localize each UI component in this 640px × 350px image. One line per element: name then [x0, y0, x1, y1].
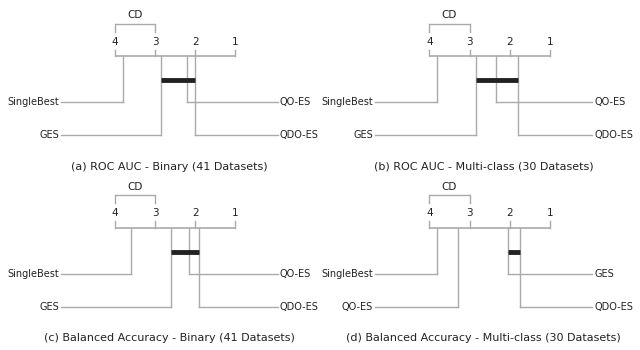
Text: CD: CD: [127, 10, 143, 20]
Text: GES: GES: [594, 269, 614, 279]
Text: GES: GES: [39, 130, 59, 140]
Text: 1: 1: [232, 208, 239, 218]
Text: 4: 4: [111, 208, 118, 218]
Text: CD: CD: [127, 182, 143, 192]
Text: 2: 2: [506, 208, 513, 218]
Text: QDO-ES: QDO-ES: [594, 130, 633, 140]
Text: QO-ES: QO-ES: [342, 302, 373, 312]
Text: (d) Balanced Accuracy - Multi-class (30 Datasets): (d) Balanced Accuracy - Multi-class (30 …: [346, 333, 621, 343]
Text: (a) ROC AUC - Binary (41 Datasets): (a) ROC AUC - Binary (41 Datasets): [71, 162, 268, 172]
Text: GES: GES: [353, 130, 373, 140]
Text: QO-ES: QO-ES: [280, 269, 311, 279]
Text: SingleBest: SingleBest: [7, 269, 59, 279]
Text: QDO-ES: QDO-ES: [280, 130, 319, 140]
Text: QDO-ES: QDO-ES: [594, 302, 633, 312]
Text: 4: 4: [426, 208, 433, 218]
Text: 4: 4: [426, 37, 433, 47]
Text: (c) Balanced Accuracy - Binary (41 Datasets): (c) Balanced Accuracy - Binary (41 Datas…: [44, 333, 294, 343]
Text: 4: 4: [111, 37, 118, 47]
Text: 1: 1: [232, 37, 239, 47]
Text: 2: 2: [192, 37, 198, 47]
Text: 3: 3: [467, 208, 473, 218]
Text: 1: 1: [547, 208, 553, 218]
Text: QO-ES: QO-ES: [594, 98, 625, 107]
Text: 2: 2: [192, 208, 198, 218]
Text: 1: 1: [547, 37, 553, 47]
Text: QDO-ES: QDO-ES: [280, 302, 319, 312]
Text: CD: CD: [442, 10, 457, 20]
Text: (b) ROC AUC - Multi-class (30 Datasets): (b) ROC AUC - Multi-class (30 Datasets): [374, 162, 593, 172]
Text: 3: 3: [152, 208, 159, 218]
Text: 2: 2: [506, 37, 513, 47]
Text: SingleBest: SingleBest: [321, 98, 373, 107]
Text: SingleBest: SingleBest: [7, 98, 59, 107]
Text: 3: 3: [467, 37, 473, 47]
Text: SingleBest: SingleBest: [321, 269, 373, 279]
Text: GES: GES: [39, 302, 59, 312]
Text: CD: CD: [442, 182, 457, 192]
Text: QO-ES: QO-ES: [280, 98, 311, 107]
Text: 3: 3: [152, 37, 159, 47]
